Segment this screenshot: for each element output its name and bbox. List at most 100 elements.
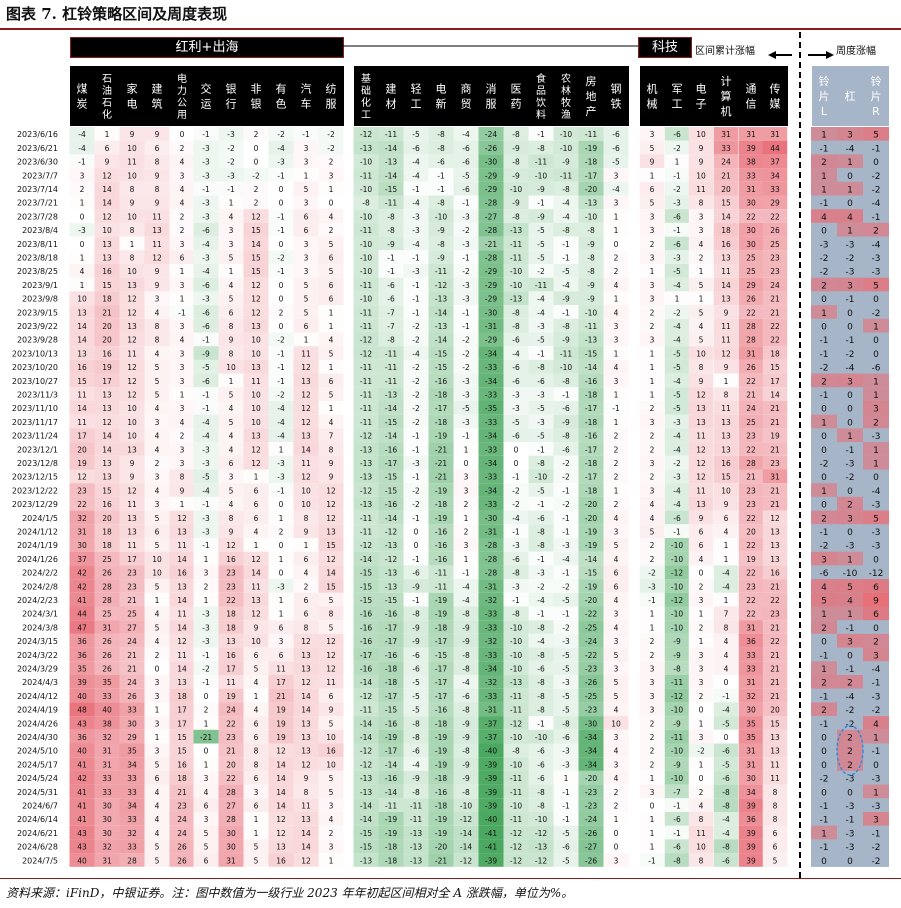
dividend-value: 33 — [127, 815, 137, 824]
weekly-value: -3 — [872, 268, 881, 278]
tech-value: 19 — [746, 555, 756, 564]
dividend-value: 14 — [326, 569, 336, 578]
tech-cell — [713, 592, 739, 607]
neutral-cell — [453, 510, 479, 525]
weekly-cell — [837, 483, 863, 497]
weekly-cell — [837, 332, 863, 347]
weekly-cell — [811, 428, 837, 443]
neutral-cell — [528, 579, 554, 593]
neutral-cell — [553, 661, 579, 675]
neutral-cell — [603, 209, 629, 223]
tech-value: 2 — [650, 404, 655, 413]
neutral-value: -12 — [510, 829, 522, 838]
dividend-value: 21 — [127, 665, 137, 674]
dividend-cell — [318, 853, 344, 867]
neutral-value: -32 — [485, 637, 497, 646]
neutral-value: 0 — [514, 459, 519, 468]
dividend-value: 4 — [204, 788, 209, 797]
tech-cell — [713, 633, 739, 648]
tech-cell — [762, 168, 788, 182]
dividend-value: 5 — [204, 843, 209, 852]
weekly-value: -1 — [846, 665, 855, 675]
weekly-cell — [837, 716, 863, 730]
dividend-cell — [119, 620, 145, 634]
neutral-cell — [553, 538, 579, 552]
dividend-cell — [293, 401, 319, 415]
tech-value: 16 — [721, 240, 731, 249]
dividend-cell — [69, 620, 95, 634]
dividend-value: 13 — [102, 391, 112, 400]
dividend-cell — [193, 373, 219, 388]
dividend-cell — [94, 469, 120, 484]
tech-value: 34 — [746, 788, 756, 797]
dividend-value: -3 — [277, 459, 285, 468]
dividend-cell — [144, 195, 170, 210]
weekly-value: -2 — [820, 460, 829, 470]
dividend-cell — [268, 551, 294, 566]
dividend-value: 12 — [226, 541, 236, 550]
neutral-value: -9 — [562, 336, 570, 345]
neutral-cell — [603, 387, 629, 401]
neutral-value: -6 — [562, 733, 570, 742]
dividend-value: -2 — [277, 336, 285, 345]
tech-cell — [762, 346, 788, 360]
neutral-value: -4 — [412, 349, 420, 358]
neutral-value: -8 — [537, 651, 545, 660]
tech-value: 23 — [770, 254, 780, 263]
neutral-value: -3 — [512, 582, 520, 591]
weekly-value: 0 — [847, 788, 853, 798]
dividend-cell — [169, 538, 195, 552]
neutral-value: -20 — [435, 843, 447, 852]
neutral-value: -15 — [585, 349, 597, 358]
neutral-cell — [428, 510, 454, 525]
neutral-value: 4 — [614, 514, 619, 523]
neutral-value: -6 — [412, 144, 420, 153]
weekly-cell — [837, 743, 863, 758]
neutral-cell — [478, 510, 504, 525]
dividend-cell — [193, 483, 219, 497]
neutral-cell — [428, 209, 454, 223]
tech-value: -4 — [673, 336, 681, 345]
tech-cell — [688, 647, 714, 662]
neutral-value: -2 — [562, 500, 570, 509]
neutral-value: -11 — [385, 349, 397, 358]
dividend-cell — [218, 524, 244, 538]
dividend-value: 12 — [326, 651, 336, 660]
neutral-value: -13 — [435, 295, 447, 304]
weekly-label: 周度涨幅 — [836, 46, 876, 57]
neutral-cell — [453, 222, 479, 237]
dividend-value: 11 — [301, 802, 311, 811]
weekly-value: 6 — [873, 583, 879, 593]
dividend-value: 14 — [77, 322, 87, 331]
dividend-value: 14 — [301, 829, 311, 838]
neutral-cell — [453, 524, 479, 538]
neutral-cell — [578, 565, 604, 580]
neutral-value: -34 — [485, 459, 497, 468]
weekly-cell — [837, 702, 863, 717]
neutral-cell — [603, 195, 629, 210]
dividend-value: 6 — [229, 459, 234, 468]
dividend-cell — [193, 414, 219, 429]
tech-value: 2 — [650, 432, 655, 441]
neutral-cell — [528, 812, 554, 826]
weekly-value: 0 — [847, 172, 853, 182]
dividend-cell — [193, 140, 219, 155]
tech-value: 9 — [724, 363, 729, 372]
dividend-value: 32 — [127, 829, 137, 838]
neutral-cell — [378, 373, 404, 388]
dividend-cell — [193, 469, 219, 484]
neutral-value: -1 — [412, 281, 420, 290]
dividend-cell — [268, 222, 294, 237]
neutral-value: -9 — [437, 254, 445, 263]
tech-cell — [639, 510, 665, 525]
dividend-cell — [119, 702, 145, 717]
dividend-cell — [144, 633, 170, 648]
dividend-cell — [193, 332, 219, 347]
neutral-cell — [553, 510, 579, 525]
neutral-value: -10 — [510, 802, 522, 811]
neutral-value: -11 — [385, 130, 397, 139]
dividend-cell — [243, 387, 269, 401]
weekly-value: 1 — [847, 432, 853, 442]
dividend-value: 5 — [229, 418, 234, 427]
neutral-value: -28 — [485, 199, 497, 208]
